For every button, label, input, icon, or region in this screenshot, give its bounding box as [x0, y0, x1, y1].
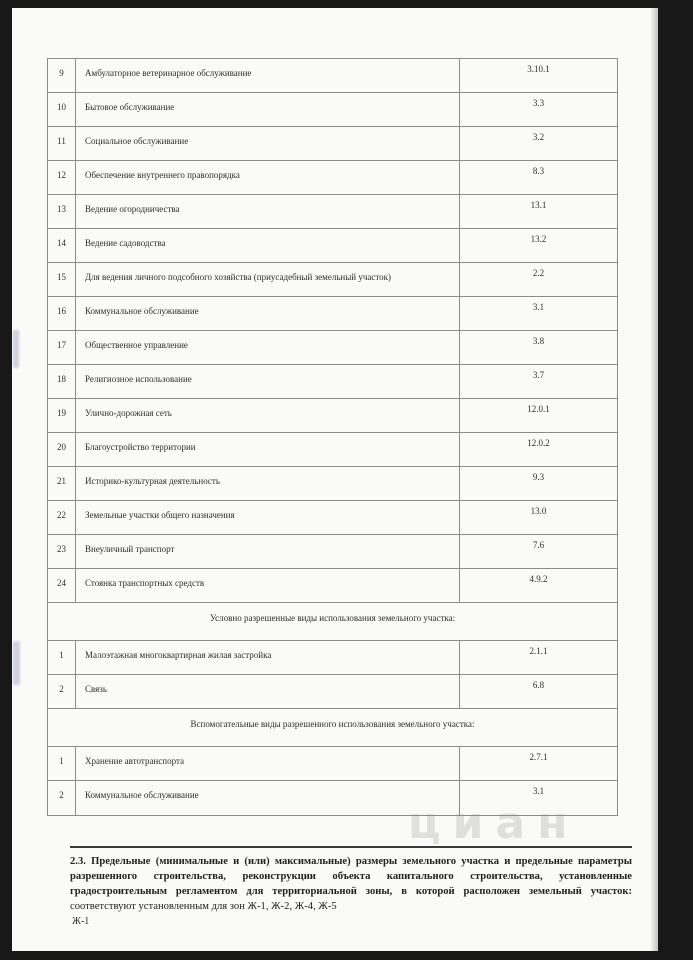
table-section-header: Вспомогательные виды разрешенного исполь… [48, 709, 617, 747]
table-section-header: Условно разрешенные виды использования з… [48, 603, 617, 641]
clause-2-3-block: 2.3. Предельные (минимальные и (или) мак… [70, 846, 632, 914]
scan-smudge [13, 641, 20, 685]
table-row: 16 Коммунальное обслуживание 3.1 [48, 297, 617, 331]
table-row: 23 Внеуличный транспорт 7.6 [48, 535, 617, 569]
use-name: Стоянка транспортных средств [76, 569, 460, 602]
use-name: Бытовое обслуживание [76, 93, 460, 126]
row-number: 12 [48, 161, 76, 194]
table-row: 2 Связь 6.8 [48, 675, 617, 709]
table-row: 10 Бытовое обслуживание 3.3 [48, 93, 617, 127]
use-code: 3.7 [532, 370, 545, 380]
use-code: 9.3 [532, 472, 545, 482]
row-number: 11 [48, 127, 76, 160]
use-name: Хранение автотранспорта [76, 747, 460, 780]
page-edge-shadow [650, 8, 658, 951]
scan-edge-bottom [0, 951, 693, 960]
scan-edge-right [658, 0, 693, 960]
use-code: 3.10.1 [527, 64, 550, 74]
scan-edge-left [0, 0, 12, 960]
table-row: 9 Амбулаторное ветеринарное обслуживание 3… [48, 59, 617, 93]
table-row: 1 Хранение автотранспорта 2.7.1 [48, 747, 617, 781]
table-row: 14 Ведение садоводства 13.2 [48, 229, 617, 263]
table-row: 20 Благоустройство территории 12.0.2 [48, 433, 617, 467]
cian-watermark: циан [408, 798, 580, 849]
row-number: 20 [48, 433, 76, 466]
row-number: 1 [48, 747, 76, 780]
use-name: Связь [76, 675, 460, 708]
row-number: 16 [48, 297, 76, 330]
row-number: 17 [48, 331, 76, 364]
use-name: Амбулаторное ветеринарное обслуживание [76, 59, 460, 92]
use-name: Ведение садоводства [76, 229, 460, 262]
use-code: 12.0.1 [527, 404, 550, 414]
use-name: Историко-культурная деятельность [76, 467, 460, 500]
row-number: 21 [48, 467, 76, 500]
row-number: 15 [48, 263, 76, 296]
row-number: 14 [48, 229, 76, 262]
use-code: 2.7.1 [529, 752, 548, 762]
use-code: 3.3 [532, 98, 545, 108]
table-row: 22 Земельные участки общего назначения 13.… [48, 501, 617, 535]
table-row: 2 Коммунальное обслуживание 3.1 [48, 781, 617, 815]
row-number: 22 [48, 501, 76, 534]
use-name: Улично-дорожная сеть [76, 399, 460, 432]
row-number: 1 [48, 641, 76, 674]
use-code: 13.1 [530, 200, 547, 210]
row-number: 9 [48, 59, 76, 92]
section-header-label: Условно разрешенные виды использования з… [209, 613, 456, 623]
table-row: 12 Обеспечение внутреннего правопорядка 8.… [48, 161, 617, 195]
row-number: 23 [48, 535, 76, 568]
row-number: 2 [48, 675, 76, 708]
use-name: Обеспечение внутреннего правопорядка [76, 161, 460, 194]
table-row: 1 Малоэтажная многоквартирная жилая застр… [48, 641, 617, 675]
table-row: 19 Улично-дорожная сеть 12.0.1 [48, 399, 617, 433]
use-code: 6.8 [532, 680, 545, 690]
use-name: Коммунальное обслуживание [76, 781, 460, 815]
table-row: 15 Для ведения личного подсобного хозяйст… [48, 263, 617, 297]
zone-label: Ж-1 [72, 916, 90, 927]
row-number: 18 [48, 365, 76, 398]
use-code: 7.6 [532, 540, 545, 550]
table-row: 11 Социальное обслуживание 3.2 [48, 127, 617, 161]
use-name: Малоэтажная многоквартирная жилая застро… [76, 641, 460, 674]
clause-bold-text: 2.3. Предельные (минимальные и (или) мак… [70, 856, 632, 898]
use-name: Общественное управление [76, 331, 460, 364]
use-code: 3.1 [532, 786, 545, 796]
use-name: Религиозное использование [76, 365, 460, 398]
table-row: 21 Историко-культурная деятельность 9.3 [48, 467, 617, 501]
use-code: 13.0 [530, 506, 547, 516]
use-code: 2.1.1 [529, 646, 548, 656]
table-row: 18 Религиозное использование 3.7 [48, 365, 617, 399]
row-number: 13 [48, 195, 76, 228]
use-name: Ведение огородничества [76, 195, 460, 228]
use-code: 12.0.2 [527, 438, 550, 448]
use-name: Для ведения личного подсобного хозяйства… [76, 263, 460, 296]
scan-smudge [13, 330, 19, 368]
use-code: 3.2 [532, 132, 545, 142]
row-number: 2 [48, 781, 76, 815]
use-name: Земельные участки общего назначения [76, 501, 460, 534]
land-use-table: 9 Амбулаторное ветеринарное обслуживание 3… [47, 58, 618, 816]
row-number: 24 [48, 569, 76, 602]
table-row: 17 Общественное управление 3.8 [48, 331, 617, 365]
table-row: 24 Стоянка транспортных средств 4.9.2 [48, 569, 617, 603]
use-code: 3.8 [532, 336, 545, 346]
use-code: 4.9.2 [529, 574, 548, 584]
row-number: 19 [48, 399, 76, 432]
use-code: 8.3 [532, 166, 545, 176]
table-row: 13 Ведение огородничества 13.1 [48, 195, 617, 229]
use-name: Благоустройство территории [76, 433, 460, 466]
use-code: 2.2 [532, 268, 545, 278]
clause-paragraph: 2.3. Предельные (минимальные и (или) мак… [70, 854, 632, 914]
row-number: 10 [48, 93, 76, 126]
use-code: 13.2 [530, 234, 547, 244]
use-name: Коммунальное обслуживание [76, 297, 460, 330]
section-header-label: Вспомогательные виды разрешенного исполь… [190, 719, 475, 729]
scan-edge-top [0, 0, 693, 8]
use-name: Внеуличный транспорт [76, 535, 460, 568]
use-code: 3.1 [532, 302, 545, 312]
clause-normal-text: соответствуют установленным для зон Ж-1,… [70, 901, 337, 913]
use-name: Социальное обслуживание [76, 127, 460, 160]
